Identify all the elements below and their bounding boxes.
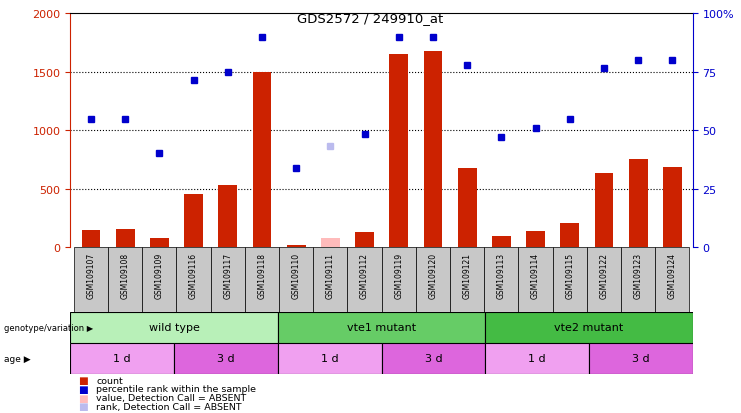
Text: 3 d: 3 d — [425, 353, 442, 363]
Text: ■: ■ — [78, 393, 87, 403]
Bar — [174, 343, 278, 374]
Text: 1 d: 1 d — [113, 353, 131, 363]
Bar — [278, 312, 485, 343]
Text: age ▶: age ▶ — [4, 354, 30, 363]
Bar — [253, 73, 271, 248]
Bar — [70, 312, 278, 343]
Bar — [150, 238, 169, 248]
Bar — [485, 343, 589, 374]
Text: rank, Detection Call = ABSENT: rank, Detection Call = ABSENT — [96, 402, 242, 411]
Text: wild type: wild type — [149, 322, 199, 332]
Bar — [74, 248, 108, 312]
Text: 3 d: 3 d — [217, 353, 235, 363]
Text: GSM109113: GSM109113 — [496, 252, 506, 298]
Bar — [279, 248, 313, 312]
Bar — [116, 230, 135, 248]
Bar — [210, 248, 245, 312]
Text: GSM109122: GSM109122 — [599, 252, 608, 298]
Text: GSM109120: GSM109120 — [428, 252, 437, 298]
Text: vte2 mutant: vte2 mutant — [554, 322, 624, 332]
Bar — [176, 248, 210, 312]
Bar — [245, 248, 279, 312]
Text: GSM109115: GSM109115 — [565, 252, 574, 298]
Bar — [142, 248, 176, 312]
Text: GSM109108: GSM109108 — [121, 252, 130, 298]
Bar — [484, 248, 519, 312]
Bar — [655, 248, 689, 312]
Text: 1 d: 1 d — [321, 353, 339, 363]
Text: GSM109123: GSM109123 — [634, 252, 642, 298]
Text: GSM109114: GSM109114 — [531, 252, 540, 298]
Text: GSM109119: GSM109119 — [394, 252, 403, 298]
Bar — [424, 52, 442, 248]
Bar — [313, 248, 348, 312]
Bar — [519, 248, 553, 312]
Text: GSM109109: GSM109109 — [155, 252, 164, 299]
Text: GSM109107: GSM109107 — [87, 252, 96, 299]
Text: percentile rank within the sample: percentile rank within the sample — [96, 385, 256, 394]
Bar — [594, 173, 614, 248]
Text: value, Detection Call = ABSENT: value, Detection Call = ABSENT — [96, 393, 247, 402]
Bar — [348, 248, 382, 312]
Bar — [589, 343, 693, 374]
Bar — [485, 312, 693, 343]
Bar — [382, 248, 416, 312]
Text: ■: ■ — [78, 384, 87, 394]
Bar — [628, 159, 648, 248]
Bar — [526, 231, 545, 248]
Bar — [621, 248, 655, 312]
Text: vte1 mutant: vte1 mutant — [347, 322, 416, 332]
Bar — [184, 194, 203, 248]
Bar — [553, 248, 587, 312]
Bar — [450, 248, 484, 312]
Bar — [560, 223, 579, 248]
Text: 1 d: 1 d — [528, 353, 546, 363]
Bar — [287, 245, 305, 248]
Bar — [389, 55, 408, 248]
Text: GSM109118: GSM109118 — [257, 252, 267, 298]
Text: ■: ■ — [78, 401, 87, 411]
Bar — [82, 230, 100, 248]
Text: GDS2572 / 249910_at: GDS2572 / 249910_at — [297, 12, 444, 25]
Text: GSM109116: GSM109116 — [189, 252, 198, 298]
Bar — [458, 169, 476, 248]
Text: GSM109121: GSM109121 — [462, 252, 471, 298]
Bar — [587, 248, 621, 312]
Bar — [382, 343, 485, 374]
Bar — [321, 238, 339, 248]
Bar — [492, 236, 511, 248]
Bar — [278, 343, 382, 374]
Text: GSM109110: GSM109110 — [292, 252, 301, 298]
Text: GSM109112: GSM109112 — [360, 252, 369, 298]
Bar — [663, 167, 682, 248]
Bar — [108, 248, 142, 312]
Bar — [219, 186, 237, 248]
Text: 3 d: 3 d — [632, 353, 650, 363]
Bar — [355, 233, 374, 248]
Bar — [70, 343, 174, 374]
Text: genotype/variation ▶: genotype/variation ▶ — [4, 323, 93, 332]
Text: ■: ■ — [78, 375, 87, 385]
Bar — [416, 248, 450, 312]
Text: count: count — [96, 376, 123, 385]
Text: GSM109117: GSM109117 — [223, 252, 232, 298]
Text: GSM109111: GSM109111 — [326, 252, 335, 298]
Text: GSM109124: GSM109124 — [668, 252, 677, 298]
